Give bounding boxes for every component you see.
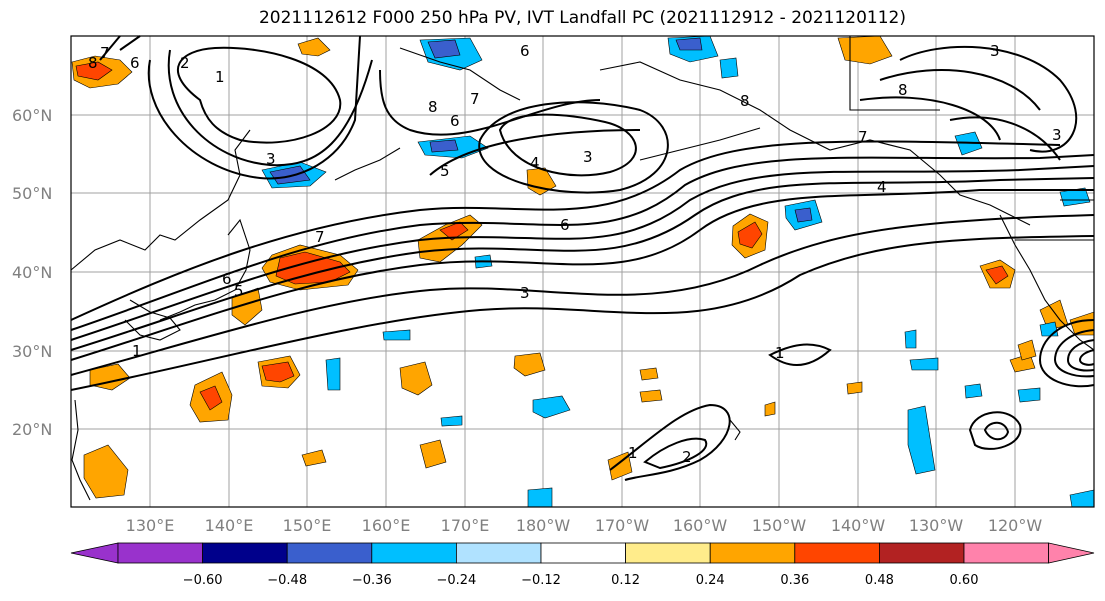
lat-label: 60°N xyxy=(12,106,52,125)
contour-label: 8 xyxy=(740,92,750,110)
map-title: 2021112612 F000 250 hPa PV, IVT Landfall… xyxy=(258,8,906,28)
colorbar-segment xyxy=(371,542,457,564)
lon-label: 170°W xyxy=(595,516,650,535)
colorbar-segment xyxy=(117,542,203,564)
colorbar-segment xyxy=(286,542,373,564)
colorbar-segment xyxy=(963,542,1049,564)
contour-label: 1 xyxy=(628,444,638,462)
contour-label: 3 xyxy=(266,150,276,168)
contour-label: 1 xyxy=(132,342,142,360)
colorbar-segment xyxy=(625,542,711,564)
colorbar-tick: −0.60 xyxy=(183,573,223,588)
contour-label: 8 xyxy=(898,81,908,99)
contour-label: 8 xyxy=(88,54,98,72)
contour-label: 4 xyxy=(877,178,887,196)
colorbar-ticks: −0.60 −0.48 −0.36 −0.24 −0.12 0.12 0.24 … xyxy=(183,573,979,588)
lon-label: 170°E xyxy=(441,516,490,535)
colorbar-segment xyxy=(455,542,542,564)
lon-label: 130°E xyxy=(126,516,175,535)
contour-label: 3 xyxy=(990,42,1000,60)
lat-label: 30°N xyxy=(12,342,52,361)
colorbar-tick: 0.60 xyxy=(950,573,979,588)
contour-label: 4 xyxy=(530,154,540,172)
contour-label: 7 xyxy=(470,90,480,108)
contour-label: 3 xyxy=(583,148,593,166)
lon-label: 130°W xyxy=(909,516,964,535)
contour-label: 2 xyxy=(180,54,190,72)
contour-label: 1 xyxy=(775,344,785,362)
positive-anomaly-shading xyxy=(71,35,1095,499)
colorbar-segment xyxy=(540,542,626,564)
lon-label: 140°W xyxy=(831,516,886,535)
colorbar-segment xyxy=(794,542,880,564)
map-border xyxy=(70,35,1095,508)
lon-label: 120°W xyxy=(988,516,1043,535)
contour-label: 6 xyxy=(560,216,570,234)
lon-label: 180°W xyxy=(516,516,571,535)
contour-label: 6 xyxy=(222,270,232,288)
colorbar-tick: −0.48 xyxy=(267,573,307,588)
longitude-labels: 130°E 140°E 150°E 160°E 170°E 180°W 170°… xyxy=(126,516,1043,535)
colorbar-tick: 0.12 xyxy=(611,573,640,588)
contour-label: 7 xyxy=(315,228,325,246)
contour-label: 6 xyxy=(450,112,460,130)
colorbar-tick: −0.12 xyxy=(521,573,561,588)
latitude-labels: 60°N 50°N 40°N 30°N 20°N xyxy=(12,106,52,439)
contour-label: 6 xyxy=(130,54,140,72)
pv-contours xyxy=(70,35,1095,481)
colorbar-tick: 0.36 xyxy=(780,573,809,588)
contour-label: 1 xyxy=(215,68,225,86)
colorbar-extend-low xyxy=(70,542,119,564)
lon-label: 160°E xyxy=(362,516,411,535)
lat-label: 40°N xyxy=(12,263,52,282)
colorbar-tick: 0.24 xyxy=(696,573,725,588)
contour-labels: 6 2 1 8 7 3 8 6 7 6 5 4 3 6 8 7 8 4 3 3 … xyxy=(88,42,1062,466)
colorbar-segment xyxy=(879,542,965,564)
lon-label: 150°W xyxy=(752,516,807,535)
lon-label: 140°E xyxy=(205,516,254,535)
contour-label: 5 xyxy=(234,282,244,300)
negative-anomaly-shading xyxy=(261,35,1095,508)
contour-label: 3 xyxy=(1052,126,1062,144)
lon-label: 150°E xyxy=(283,516,332,535)
colorbar xyxy=(70,542,1095,564)
colorbar-tick: −0.36 xyxy=(352,573,392,588)
contour-label: 3 xyxy=(520,284,530,302)
lon-label: 160°W xyxy=(673,516,728,535)
contour-label: 8 xyxy=(428,98,438,116)
contour-label: 6 xyxy=(520,42,530,60)
contour-label: 2 xyxy=(682,448,692,466)
contour-label: 7 xyxy=(858,128,868,146)
colorbar-tick: 0.48 xyxy=(865,573,894,588)
contour-label: 7 xyxy=(100,44,110,62)
colorbar-tick: −0.24 xyxy=(436,573,476,588)
lat-label: 20°N xyxy=(12,420,52,439)
colorbar-segment xyxy=(202,542,288,564)
graticule xyxy=(71,36,1094,507)
colorbar-segment xyxy=(709,542,796,564)
lat-label: 50°N xyxy=(12,184,52,203)
colorbar-extend-high xyxy=(1048,542,1095,564)
contour-label: 5 xyxy=(440,162,450,180)
